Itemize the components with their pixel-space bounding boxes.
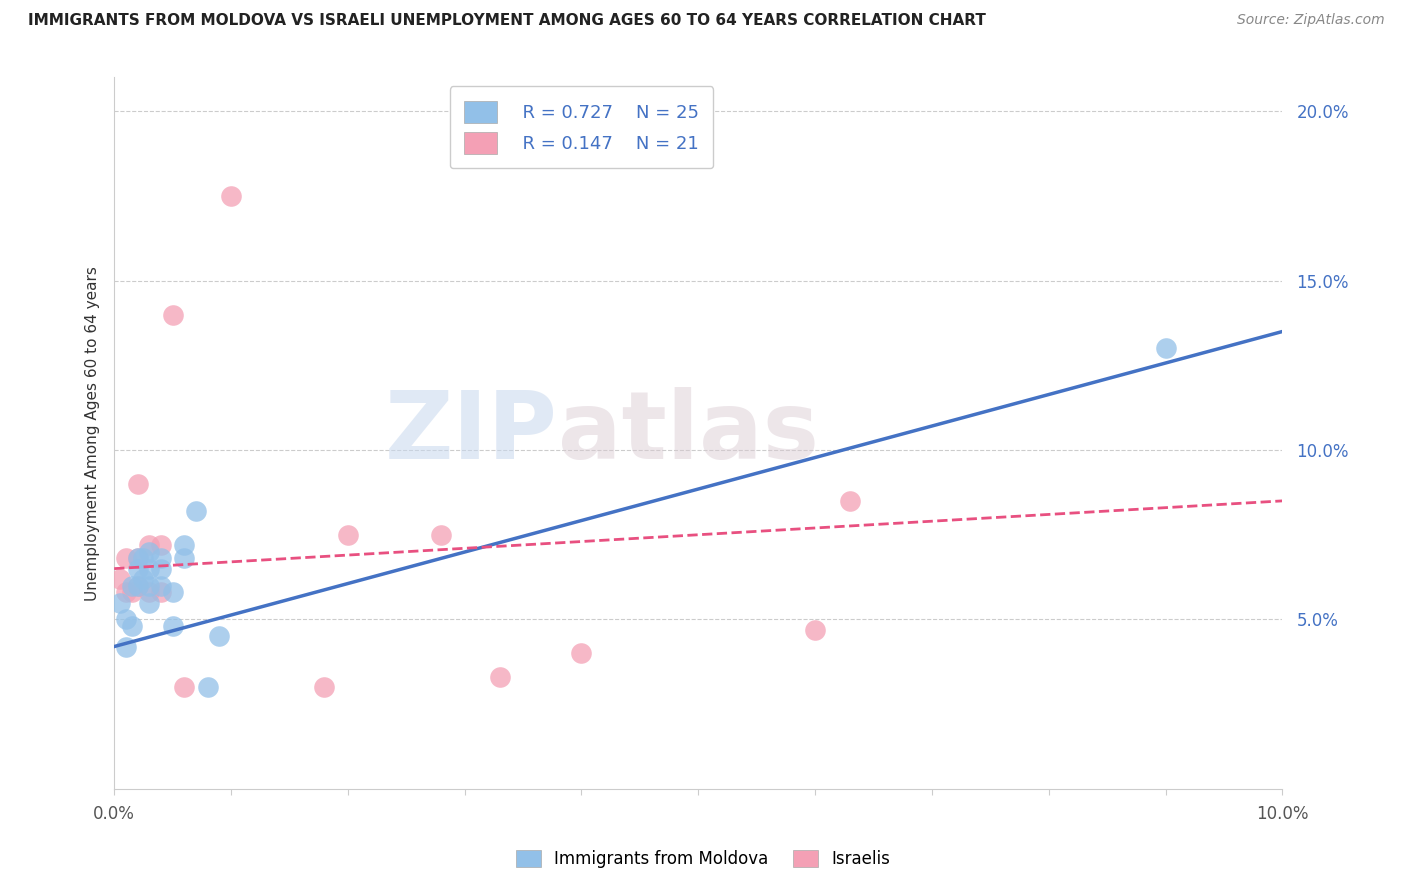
Point	[1154, 342, 1177, 356]
Point	[127, 551, 149, 566]
Point	[121, 619, 143, 633]
Point	[184, 504, 207, 518]
Point	[314, 680, 336, 694]
Point	[127, 578, 149, 592]
Y-axis label: Unemployment Among Ages 60 to 64 years: Unemployment Among Ages 60 to 64 years	[86, 266, 100, 600]
Point	[115, 640, 138, 654]
Legend: Immigrants from Moldova, Israelis: Immigrants from Moldova, Israelis	[509, 843, 897, 875]
Point	[115, 585, 138, 599]
Point	[571, 646, 593, 660]
Point	[127, 578, 149, 592]
Point	[121, 585, 143, 599]
Point	[173, 551, 195, 566]
Point	[488, 670, 510, 684]
Point	[108, 572, 131, 586]
Point	[149, 578, 172, 592]
Point	[138, 561, 160, 575]
Point	[149, 585, 172, 599]
Point	[138, 595, 160, 609]
Point	[138, 538, 160, 552]
Point	[138, 585, 160, 599]
Point	[208, 629, 231, 643]
Point	[132, 551, 155, 566]
Point	[162, 308, 184, 322]
Point	[804, 623, 827, 637]
Point	[138, 544, 160, 558]
Text: IMMIGRANTS FROM MOLDOVA VS ISRAELI UNEMPLOYMENT AMONG AGES 60 TO 64 YEARS CORREL: IMMIGRANTS FROM MOLDOVA VS ISRAELI UNEMP…	[28, 13, 986, 29]
Legend:   R = 0.727    N = 25,   R = 0.147    N = 21: R = 0.727 N = 25, R = 0.147 N = 21	[450, 87, 713, 169]
Point	[219, 189, 242, 203]
Point	[173, 680, 195, 694]
Point	[149, 561, 172, 575]
Point	[115, 612, 138, 626]
Point	[173, 538, 195, 552]
Text: atlas: atlas	[558, 387, 820, 479]
Point	[127, 561, 149, 575]
Point	[121, 578, 143, 592]
Point	[162, 585, 184, 599]
Point	[138, 578, 160, 592]
Text: Source: ZipAtlas.com: Source: ZipAtlas.com	[1237, 13, 1385, 28]
Point	[127, 551, 149, 566]
Point	[115, 551, 138, 566]
Point	[127, 477, 149, 491]
Point	[430, 527, 453, 541]
Point	[336, 527, 359, 541]
Text: ZIP: ZIP	[385, 387, 558, 479]
Point	[149, 538, 172, 552]
Point	[149, 551, 172, 566]
Point	[132, 572, 155, 586]
Point	[197, 680, 219, 694]
Point	[839, 494, 862, 508]
Point	[108, 595, 131, 609]
Point	[162, 619, 184, 633]
